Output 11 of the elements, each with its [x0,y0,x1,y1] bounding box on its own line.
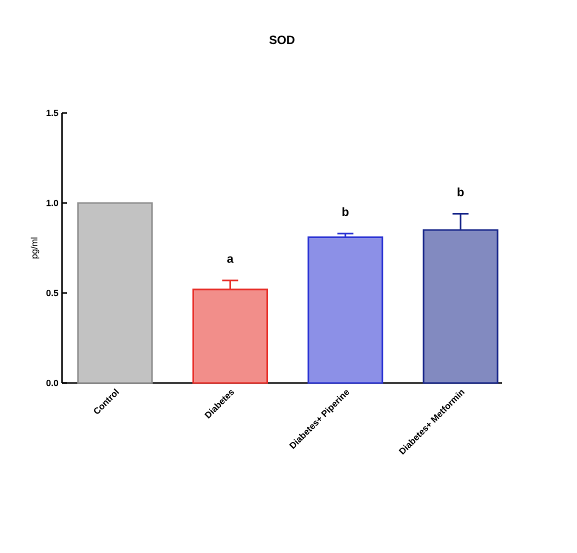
data-label: a [227,256,234,263]
y-tick-label: 1.5 [46,110,58,116]
y-axis-title: pg/ml [30,238,40,258]
y-tick-label: 1.0 [46,200,58,206]
data-label: b [458,188,464,196]
chart-title: SOD [269,36,294,44]
bar [308,236,384,384]
y-tick-label: 0.5 [46,290,58,296]
y-tick-label: 0.0 [46,380,58,386]
data-label: b [342,207,349,216]
bar [77,202,153,384]
